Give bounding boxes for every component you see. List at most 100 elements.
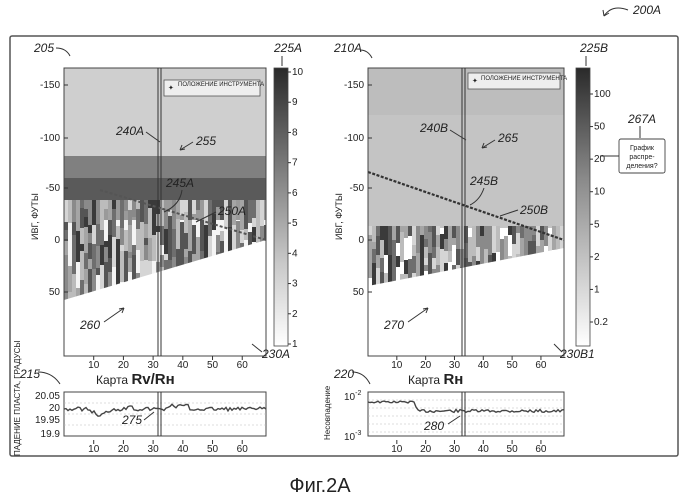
map-cell [212,214,216,230]
misfit-ytick-top: 10-2 [344,390,361,403]
map-cell [160,255,164,267]
map-cell [188,220,192,251]
map-cell [192,200,196,214]
map-cell [416,253,420,275]
colorbar-tick-label: 2 [292,309,298,320]
map-cell [64,200,68,222]
map-cell [200,220,204,251]
map-cell [88,200,92,225]
colorbar-tick-label: 3 [292,279,298,290]
map-cell [492,226,496,253]
map-cell [144,224,148,238]
map-cell [164,209,168,229]
map-cell [80,244,84,251]
xtick-label: 20 [118,360,130,371]
map-cell [112,200,116,209]
map-cell [444,226,448,239]
xtick-label: 30 [449,360,461,371]
map-cell [104,247,108,262]
map-cell [80,228,84,244]
left-white-wedge [64,240,266,356]
map-cell [372,249,376,263]
map-cell [420,254,424,266]
left-legend-text: ПОЛОЖЕНИЕ ИНСТРУМЕНТА [178,82,264,88]
colorbar-tick-label: 10 [594,187,606,198]
misfit-ytick-bottom: 10-3 [344,430,361,443]
map-cell [120,228,124,245]
map-cell [540,226,544,240]
map-cell [140,261,144,282]
ytick-label: -50 [350,183,365,194]
map-cell [480,226,484,236]
xtick-label: 40 [478,444,490,455]
map-cell [456,265,460,272]
ref-240b: 240B [419,121,448,135]
map-cell [128,200,132,210]
map-cell [248,232,252,247]
xtick-label: 50 [507,360,519,371]
map-cell [108,272,112,299]
ref-220: 220 [333,367,354,381]
colorbar-tick-label: 1 [594,284,600,295]
map-cell [380,272,384,286]
colorbar-tick-label: 2 [594,252,600,263]
map-cell [168,216,172,246]
ytick-label: 0 [358,235,364,246]
map-cell [424,265,428,271]
map-cell [248,200,252,223]
map-cell [96,224,100,246]
left-xlabel: Карта Rv/Rн [96,371,175,388]
map-cell [100,245,104,265]
map-cell [216,200,220,207]
map-cell [212,200,216,214]
callout-line-1: График [630,145,655,152]
map-cell [136,209,140,229]
map-cell [136,229,140,250]
map-cell [420,226,424,235]
ref-230a: 230A [261,347,290,361]
map-cell [436,247,440,265]
map-cell [116,226,120,239]
map-cell [488,255,492,264]
map-cell [484,226,488,249]
map-cell [116,239,120,266]
map-cell [176,249,180,268]
map-cell [412,226,416,245]
map-cell [424,226,428,239]
map-cell [184,249,188,257]
map-cell [104,262,108,292]
ref-245a: 245A [165,176,194,190]
map-cell [504,236,508,265]
map-cell [140,248,144,261]
map-cell [256,200,260,230]
map-cell [72,222,76,235]
colorbar-tick-label: 1 [292,339,298,350]
map-cell [404,226,408,238]
map-cell [228,200,232,227]
map-cell [164,254,168,260]
map-cell [120,245,124,251]
map-cell [400,232,404,262]
map-cell [204,238,208,258]
map-cell [128,225,132,252]
ref-210a: 210A [333,41,362,55]
map-cell [64,230,68,241]
right-tool-line [368,170,564,242]
map-cell [552,226,556,250]
right-xticks: 10 20 30 40 50 60 [391,356,547,371]
map-cell [424,247,428,258]
map-cell [112,209,116,237]
svg-text:✦: ✦ [168,84,174,92]
map-cell [84,269,88,284]
ref-225b: 225B [579,41,608,55]
xtick-label: 10 [391,360,403,371]
map-cell [128,258,132,272]
map-cell [536,226,540,246]
map-cell [472,226,476,256]
figure-caption: Фиг.2А [289,475,351,497]
left-ylabel: ИВГ, ФУТЫ [30,193,40,240]
map-cell [92,232,96,244]
ref-250b: 250B [519,203,548,217]
colorbar-tick-label: 5 [594,219,600,230]
